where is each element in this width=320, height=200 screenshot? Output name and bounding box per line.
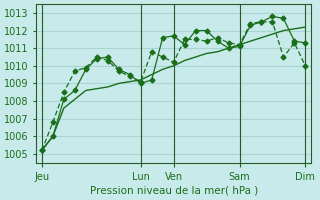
X-axis label: Pression niveau de la mer( hPa ): Pression niveau de la mer( hPa ): [90, 186, 258, 196]
